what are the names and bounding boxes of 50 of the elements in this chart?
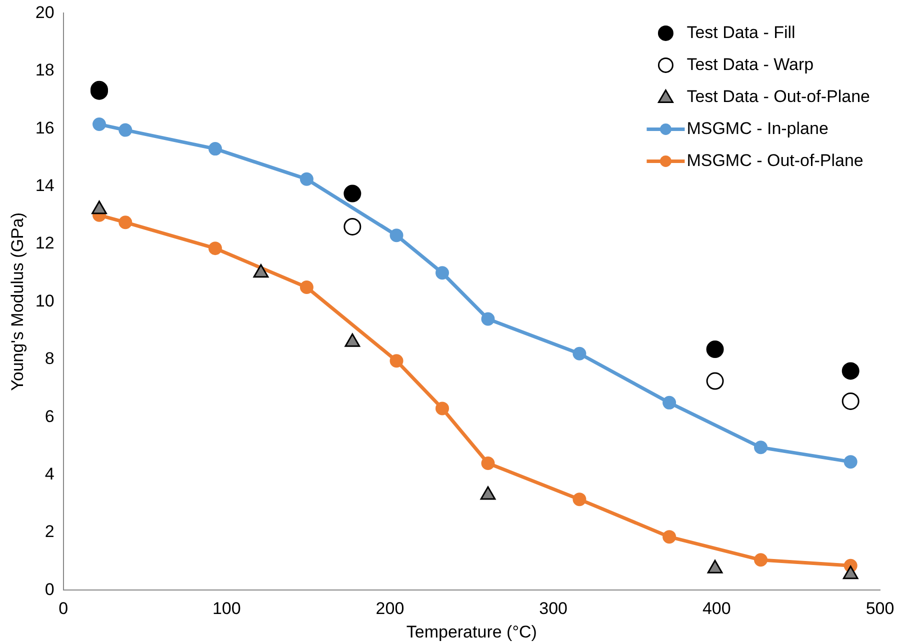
y-tick-label: 14 xyxy=(35,176,54,195)
point xyxy=(208,242,222,256)
point xyxy=(208,142,222,156)
legend-label: MSGMC - Out-of-Plane xyxy=(686,150,864,170)
point xyxy=(344,184,362,202)
point xyxy=(481,312,495,326)
point xyxy=(390,354,404,368)
y-tick-label: 18 xyxy=(35,60,54,80)
point xyxy=(754,553,768,567)
point xyxy=(706,372,724,390)
point xyxy=(436,402,450,416)
x-tick-label: 200 xyxy=(376,599,404,618)
point xyxy=(662,396,676,410)
point xyxy=(572,346,586,360)
y-tick-label: 2 xyxy=(44,522,54,542)
x-tick-label: 400 xyxy=(702,599,731,618)
x-axis-title: Temperature (°C) xyxy=(406,622,537,642)
legend-label: Test Data - Fill xyxy=(686,22,796,42)
x-tick-label: 300 xyxy=(539,599,568,618)
y-axis-title: Young's Modulus (GPa) xyxy=(8,212,27,391)
x-tick-label: 100 xyxy=(212,599,241,618)
point xyxy=(344,218,362,236)
point xyxy=(300,280,314,294)
point xyxy=(706,340,724,358)
point xyxy=(390,228,404,242)
point xyxy=(662,530,676,544)
x-tick-label: 500 xyxy=(866,599,894,618)
point xyxy=(842,392,860,410)
point xyxy=(572,492,586,506)
y-tick-label: 10 xyxy=(35,291,54,310)
point xyxy=(842,362,860,380)
point xyxy=(118,216,132,230)
y-tick-label: 8 xyxy=(44,349,54,368)
y-tick-label: 4 xyxy=(44,464,54,484)
point xyxy=(118,123,132,137)
y-tick-label: 16 xyxy=(35,118,54,138)
point xyxy=(844,455,858,469)
legend-label: Test Data - Out-of-Plane xyxy=(686,86,870,106)
point xyxy=(754,440,768,454)
y-tick-label: 20 xyxy=(35,2,54,22)
legend-label: MSGMC - In-plane xyxy=(686,118,828,138)
x-tick-label: 0 xyxy=(58,599,68,618)
point xyxy=(92,118,106,132)
point xyxy=(436,266,450,280)
point xyxy=(300,172,314,186)
y-tick-label: 12 xyxy=(35,234,54,253)
point xyxy=(481,456,495,470)
y-tick-label: 6 xyxy=(44,406,54,426)
legend-label: Test Data - Warp xyxy=(686,54,814,74)
y-tick-label: 0 xyxy=(44,580,54,599)
